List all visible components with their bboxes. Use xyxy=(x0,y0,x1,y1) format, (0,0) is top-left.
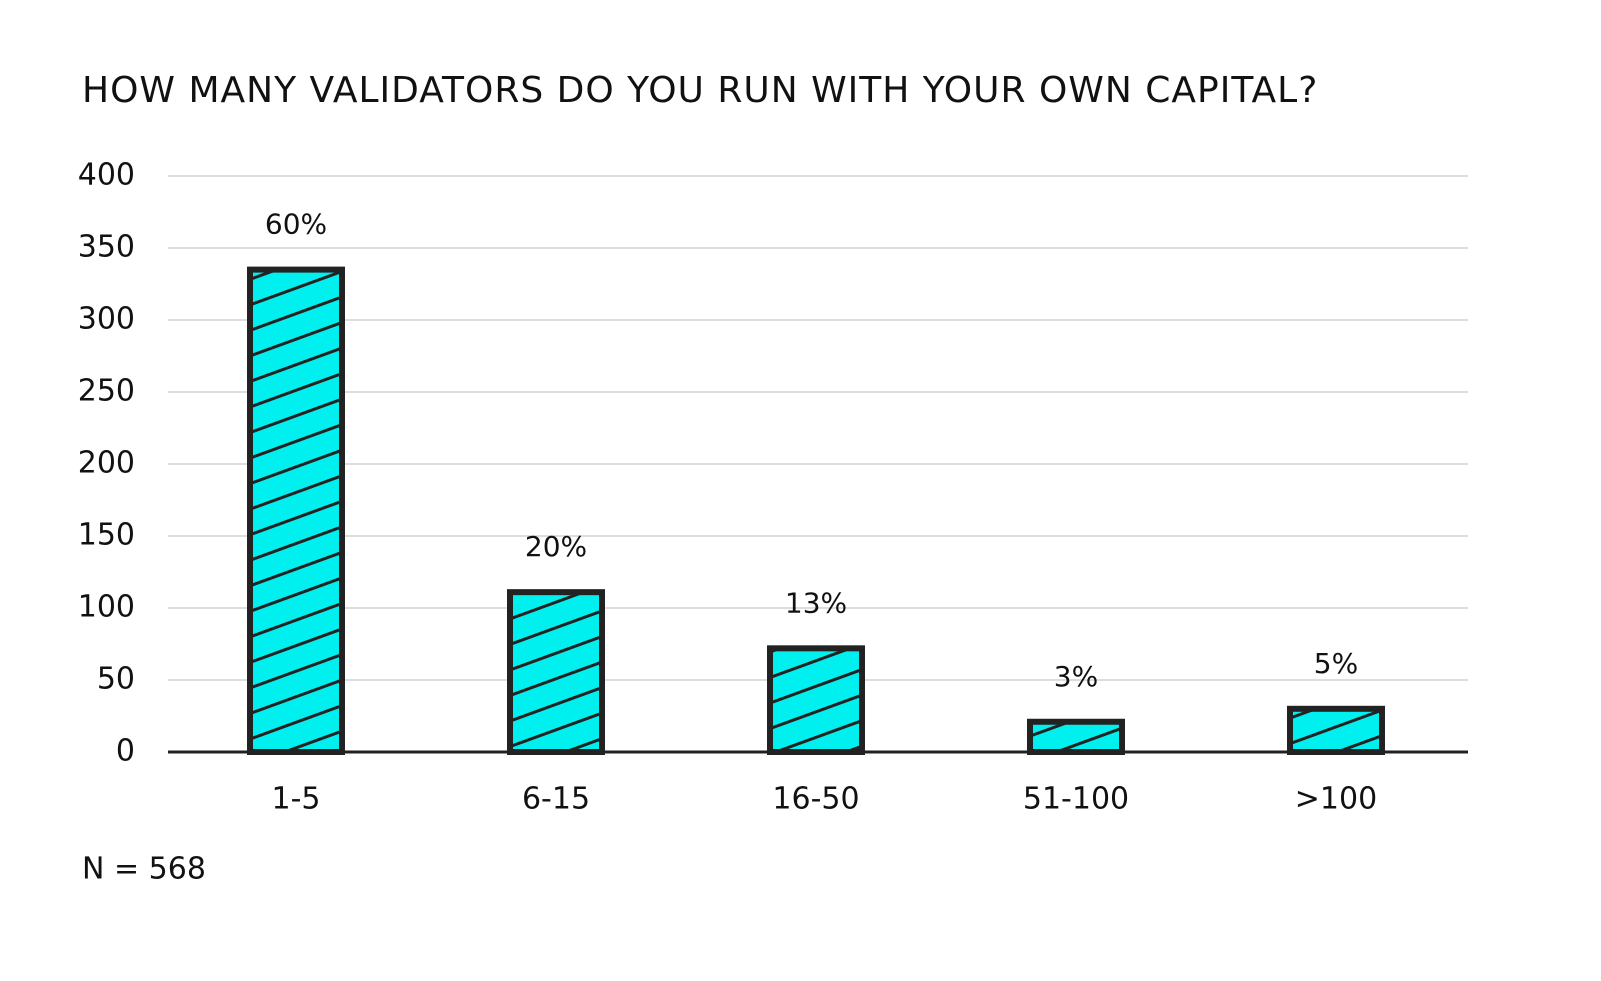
chart-title: HOW MANY VALIDATORS DO YOU RUN WITH YOUR… xyxy=(82,70,1318,111)
y-tick-label: 200 xyxy=(78,446,135,481)
x-tick-label: 51-100 xyxy=(1023,782,1129,817)
x-tick-label: 1-5 xyxy=(272,782,321,817)
y-tick-label: 150 xyxy=(78,518,135,553)
y-tick-label: 300 xyxy=(78,302,135,337)
data-label: 5% xyxy=(1314,647,1358,680)
data-label: 60% xyxy=(265,208,327,241)
data-label: 3% xyxy=(1054,660,1098,693)
note: N = 568 xyxy=(82,852,206,887)
y-tick-label: 400 xyxy=(78,158,135,193)
data-label: 13% xyxy=(785,586,847,619)
data-label: 20% xyxy=(525,530,587,563)
bar xyxy=(247,266,345,755)
y-tick-label: 250 xyxy=(78,374,135,409)
y-tick-label: 350 xyxy=(78,230,135,265)
bar xyxy=(1027,718,1125,756)
y-tick-label: 100 xyxy=(78,590,135,625)
x-tick-label: 16-50 xyxy=(772,782,859,817)
y-tick-label: 50 xyxy=(97,662,135,697)
x-tick-label: >100 xyxy=(1295,782,1377,817)
bar xyxy=(767,645,865,756)
bar xyxy=(507,589,605,755)
y-tick-label: 0 xyxy=(116,734,135,769)
x-tick-label: 6-15 xyxy=(522,782,590,817)
bar xyxy=(1287,705,1385,755)
